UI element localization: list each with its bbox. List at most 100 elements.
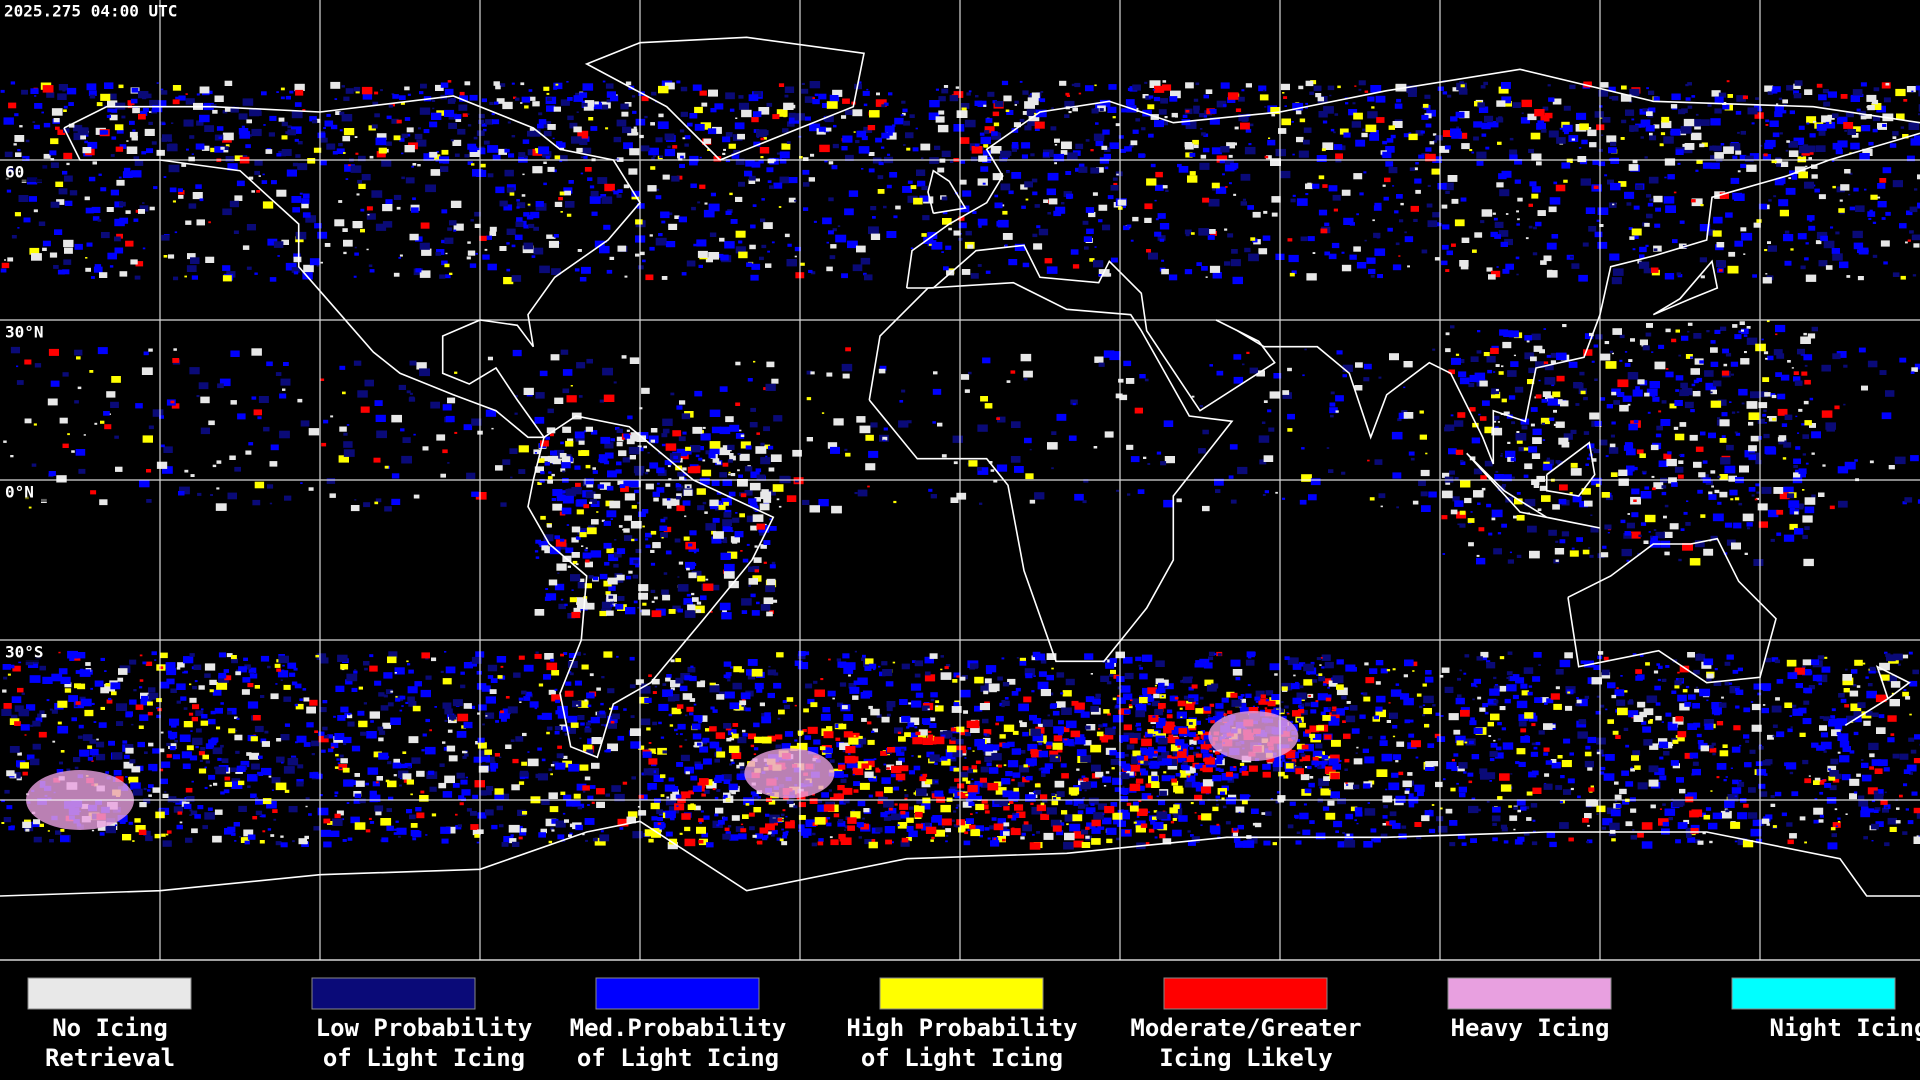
icing-patch <box>1563 789 1572 795</box>
icing-patch <box>1547 84 1551 87</box>
icing-patch <box>717 253 724 258</box>
icing-patch <box>1388 125 1395 130</box>
icing-patch <box>1483 352 1490 357</box>
icing-patch <box>722 152 726 155</box>
icing-patch <box>1633 205 1640 210</box>
icing-patch <box>1545 459 1555 466</box>
icing-patch <box>441 838 449 844</box>
icing-patch <box>1802 515 1813 523</box>
icing-patch <box>1552 504 1560 510</box>
icing-patch <box>1761 338 1764 341</box>
icing-patch <box>1758 203 1768 210</box>
icing-patch <box>1450 509 1458 515</box>
icing-patch <box>174 231 178 234</box>
icing-patch <box>1419 410 1424 414</box>
icing-patch <box>1625 470 1633 476</box>
icing-patch <box>183 721 193 728</box>
icing-patch <box>803 157 809 161</box>
icing-patch <box>1273 373 1282 379</box>
icing-patch <box>227 707 237 715</box>
icing-patch <box>1113 182 1118 186</box>
icing-patch <box>578 440 585 445</box>
icing-patch <box>1065 171 1072 175</box>
icing-patch <box>1605 361 1617 369</box>
icing-patch <box>1469 407 1476 412</box>
icing-patch <box>872 216 876 219</box>
icing-patch <box>278 117 285 122</box>
icing-patch <box>605 591 611 595</box>
icing-patch <box>977 264 982 267</box>
icing-patch <box>1805 274 1817 282</box>
icing-patch <box>1184 143 1194 150</box>
icing-patch <box>1201 266 1208 271</box>
icing-patch <box>1446 761 1457 770</box>
icing-patch <box>1148 95 1154 99</box>
icing-patch <box>663 526 672 533</box>
icing-patch <box>1084 246 1089 250</box>
icing-patch <box>581 545 584 547</box>
icing-patch <box>1450 414 1454 417</box>
icing-patch <box>711 536 722 544</box>
icing-patch <box>988 461 993 464</box>
icing-patch <box>560 598 564 601</box>
icing-patch <box>1589 332 1594 337</box>
icing-patch <box>629 148 640 156</box>
icing-patch <box>118 176 122 179</box>
icing-patch <box>1399 219 1404 223</box>
icing-patch <box>1665 205 1676 213</box>
icing-patch <box>1739 321 1745 325</box>
icing-patch <box>603 460 610 465</box>
icing-patch <box>1680 382 1688 388</box>
icing-patch <box>467 241 471 244</box>
icing-patch <box>1229 182 1232 185</box>
icing-patch <box>1840 94 1848 99</box>
icing-patch <box>1776 532 1782 536</box>
icing-patch <box>1604 524 1612 530</box>
icing-patch <box>1762 154 1771 160</box>
icing-patch <box>1229 444 1238 450</box>
icing-patch <box>1168 775 1175 780</box>
icing-patch <box>504 148 510 153</box>
icing-patch <box>1559 539 1566 544</box>
icing-patch <box>1409 167 1415 171</box>
icing-patch <box>50 162 59 168</box>
icing-patch <box>549 546 561 555</box>
icing-patch <box>38 221 46 226</box>
icing-patch <box>1639 246 1647 253</box>
icing-patch <box>1237 466 1248 475</box>
icing-patch <box>621 355 627 359</box>
icing-patch <box>784 94 789 98</box>
icing-patch <box>724 563 735 572</box>
icing-patch <box>836 658 841 662</box>
icing-patch <box>1488 532 1493 536</box>
icing-patch <box>1322 142 1334 150</box>
icing-patch <box>470 661 477 667</box>
icing-patch <box>1645 125 1655 132</box>
icing-patch <box>1163 420 1174 427</box>
icing-patch <box>210 494 213 496</box>
icing-patch <box>546 97 552 101</box>
icing-patch <box>1791 791 1799 797</box>
icing-patch <box>1690 132 1702 141</box>
icing-patch <box>478 119 485 124</box>
icing-patch <box>603 520 611 526</box>
icing-patch <box>1600 353 1611 361</box>
icing-patch <box>1454 500 1464 507</box>
icing-patch <box>1162 185 1168 189</box>
icing-patch <box>135 209 140 213</box>
icing-patch <box>254 481 265 489</box>
icing-patch <box>567 565 571 568</box>
icing-patch <box>542 151 552 158</box>
icing-patch <box>1906 210 1913 216</box>
icing-patch <box>1717 262 1726 268</box>
icing-patch <box>1420 469 1430 477</box>
icing-patch <box>413 433 416 436</box>
icing-patch <box>1516 431 1520 434</box>
icing-patch <box>449 220 457 226</box>
icing-patch <box>1249 123 1254 127</box>
icing-patch <box>579 277 587 282</box>
icing-patch <box>1148 252 1158 260</box>
icing-patch <box>1316 155 1327 162</box>
icing-patch <box>942 211 948 215</box>
icing-patch <box>1349 222 1355 226</box>
